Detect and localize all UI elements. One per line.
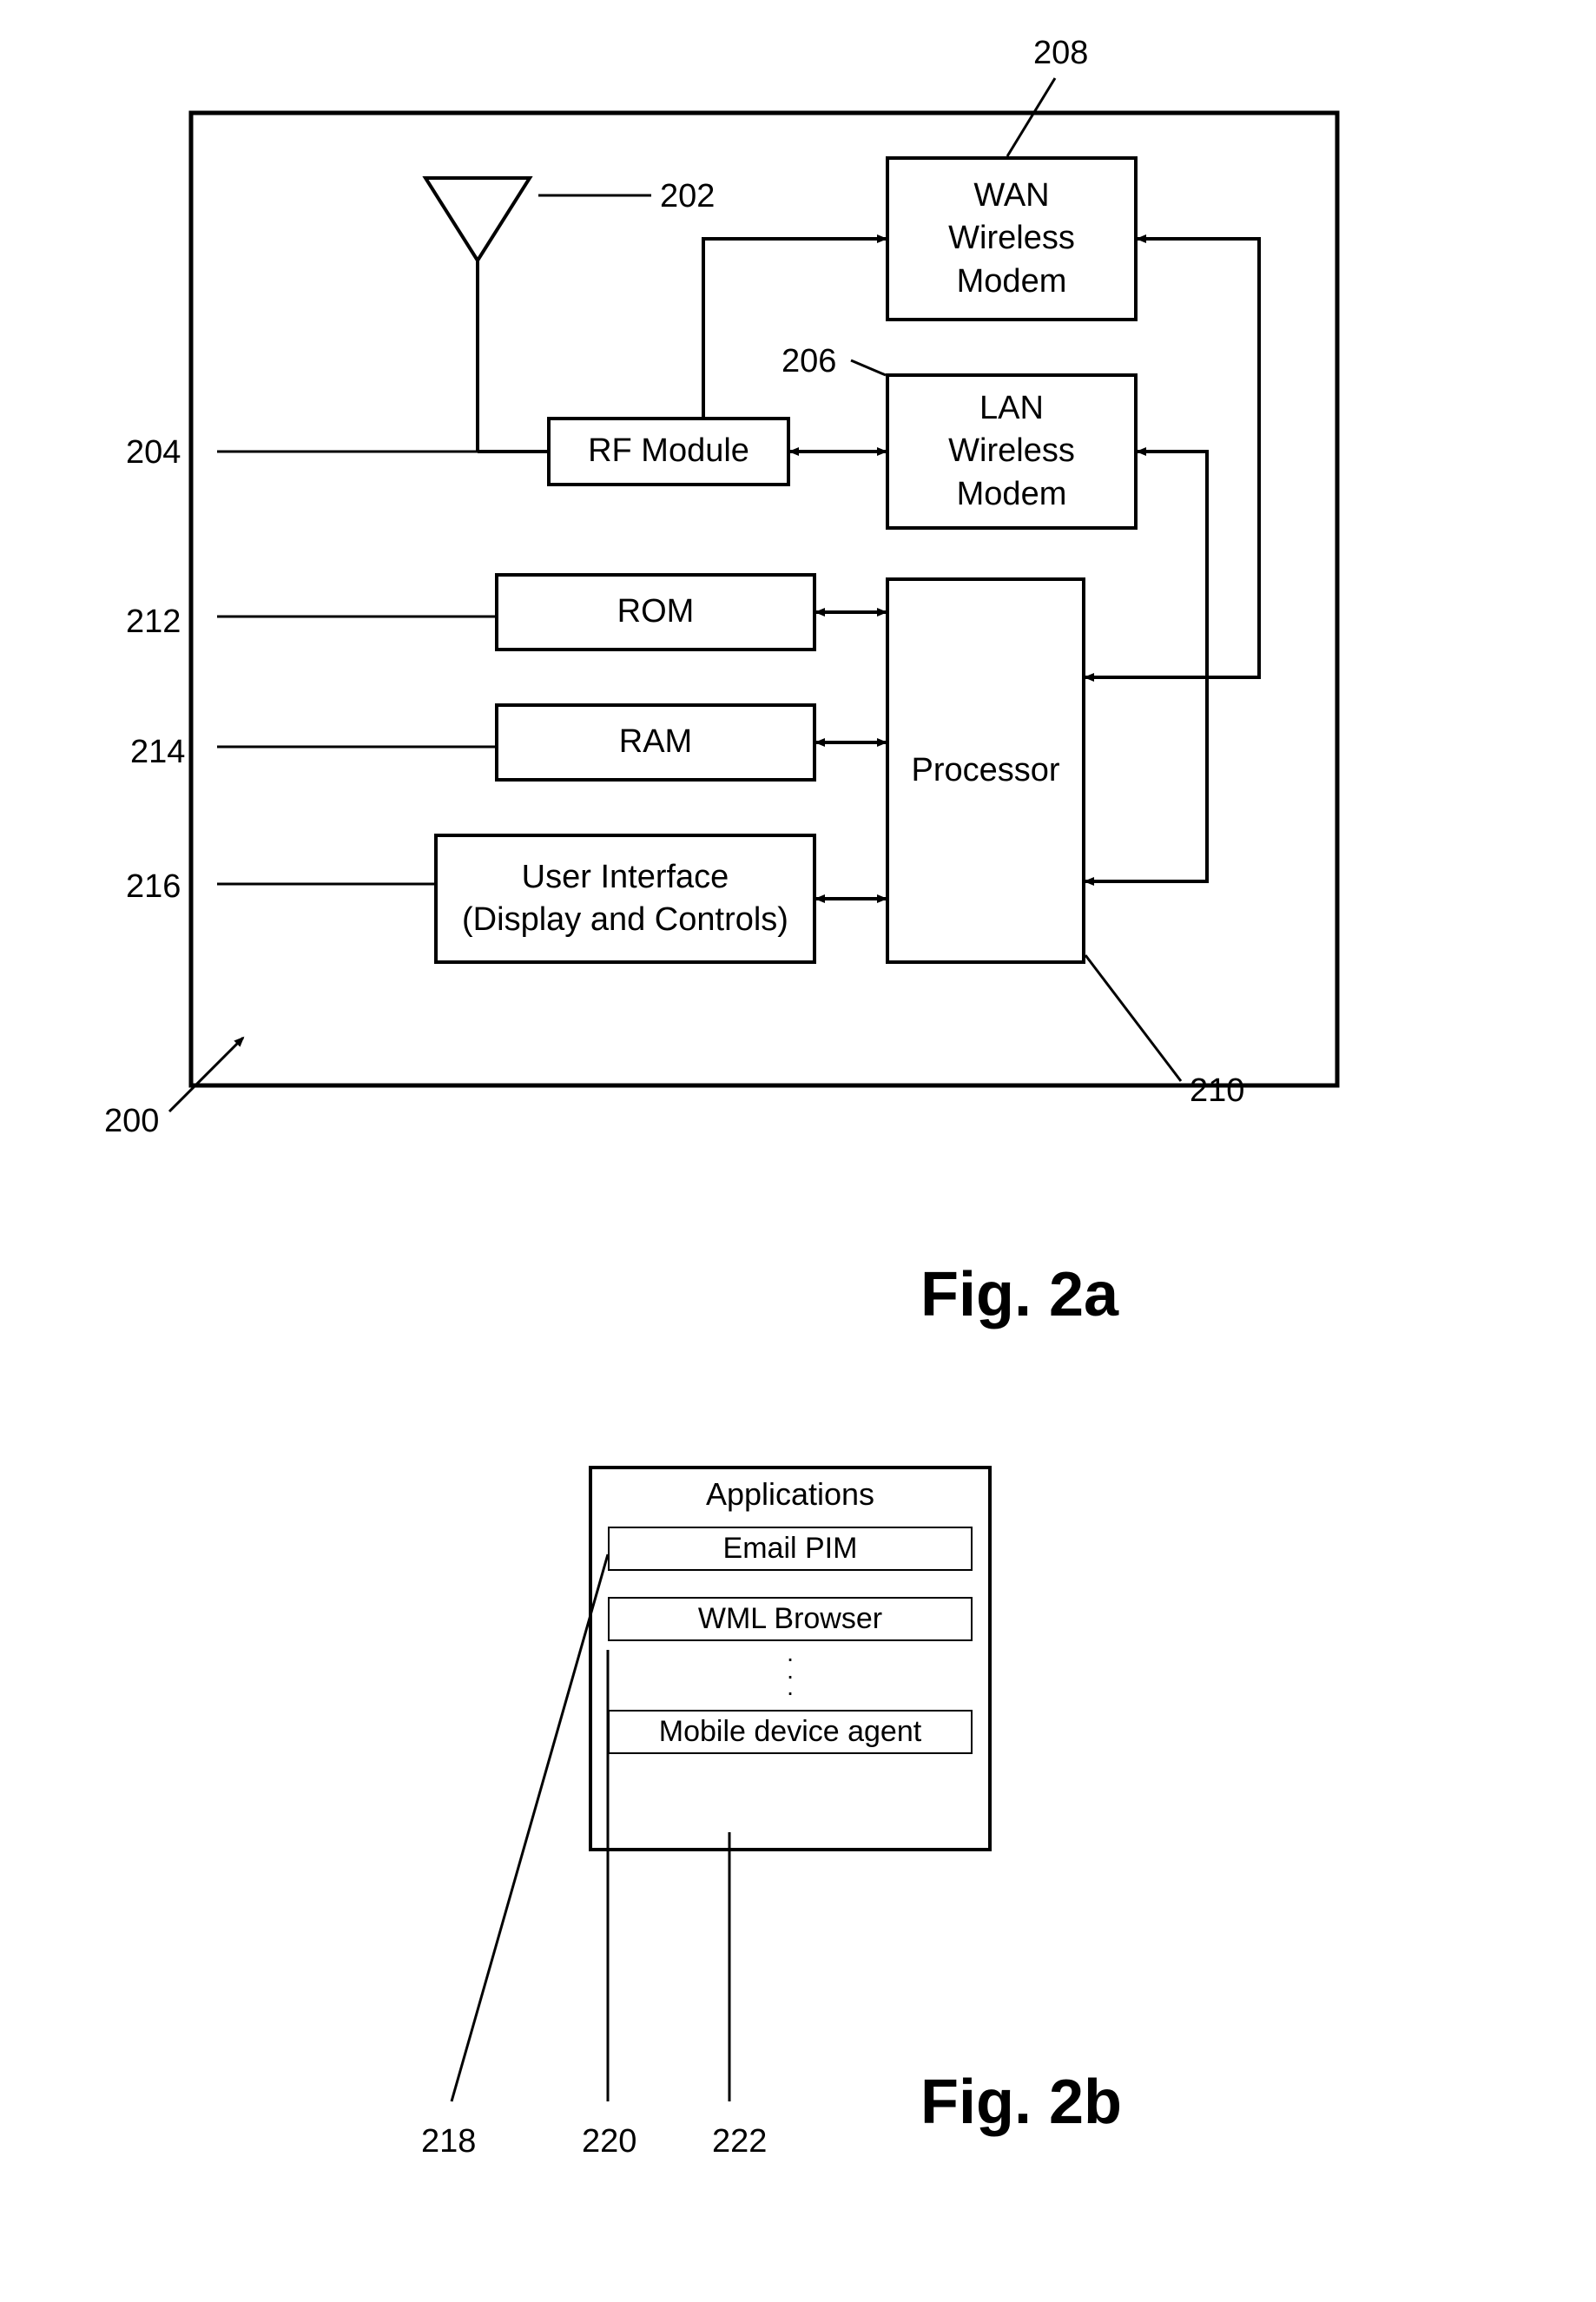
fig2a-caption: Fig. 2a	[920, 1259, 1118, 1330]
leader-218	[452, 1554, 608, 2101]
leader-210	[1085, 955, 1181, 1081]
leader-200	[169, 1038, 243, 1111]
wan-modem-block: WAN Wireless Modem	[886, 156, 1138, 321]
rf-module-block: RF Module	[547, 417, 790, 486]
label-202: 202	[660, 178, 715, 215]
ui-line2: (Display and Controls)	[462, 901, 788, 938]
label-212: 212	[126, 604, 181, 641]
diagram-root: WAN Wireless Modem LAN Wireless Modem RF Mod…	[0, 0, 1596, 2302]
email-pim-block: Email PIM	[608, 1527, 973, 1571]
lan-modem-block: LAN Wireless Modem	[886, 373, 1138, 530]
label-222: 222	[712, 2123, 767, 2160]
ui-line1: User Interface	[522, 859, 729, 895]
proc-line1: Processor	[911, 752, 1059, 788]
apps-header: Applications	[590, 1468, 990, 1527]
label-210: 210	[1190, 1072, 1244, 1110]
label-218: 218	[421, 2123, 476, 2160]
label-220: 220	[582, 2123, 636, 2160]
lan-line1: LAN	[979, 390, 1044, 426]
fig2b-caption: Fig. 2b	[920, 2067, 1122, 2138]
lan-line3: Modem	[957, 476, 1067, 512]
ellipsis-dots: ···	[590, 1641, 990, 1710]
rom-block: ROM	[495, 573, 816, 651]
antenna-icon	[425, 178, 530, 261]
label-208: 208	[1033, 35, 1088, 72]
wan-line1: WAN	[973, 177, 1049, 214]
mobile-agent-block: Mobile device agent	[608, 1710, 973, 1754]
ui-block: User Interface (Display and Controls)	[434, 834, 816, 964]
rom-line1: ROM	[617, 593, 695, 630]
mobile-agent-text: Mobile device agent	[659, 1715, 921, 1748]
label-200: 200	[104, 1103, 159, 1140]
wan-line3: Modem	[957, 263, 1067, 300]
ram-line1: RAM	[619, 723, 692, 760]
leader-206	[851, 360, 886, 375]
applications-block: Applications Email PIM WML Browser ··· M…	[590, 1468, 990, 1850]
label-214: 214	[130, 734, 185, 771]
ram-block: RAM	[495, 703, 816, 782]
rf-wan-link	[703, 239, 886, 417]
wml-browser-block: WML Browser	[608, 1597, 973, 1641]
lan-line2: Wireless	[948, 432, 1075, 469]
label-216: 216	[126, 868, 181, 906]
wan-line2: Wireless	[948, 220, 1075, 256]
email-pim-text: Email PIM	[723, 1532, 858, 1565]
leader-208	[1007, 78, 1055, 156]
processor-block: Processor	[886, 577, 1085, 964]
rf-line1: RF Module	[588, 432, 749, 469]
label-206: 206	[782, 343, 836, 380]
wml-browser-text: WML Browser	[698, 1602, 882, 1635]
label-204: 204	[126, 434, 181, 472]
